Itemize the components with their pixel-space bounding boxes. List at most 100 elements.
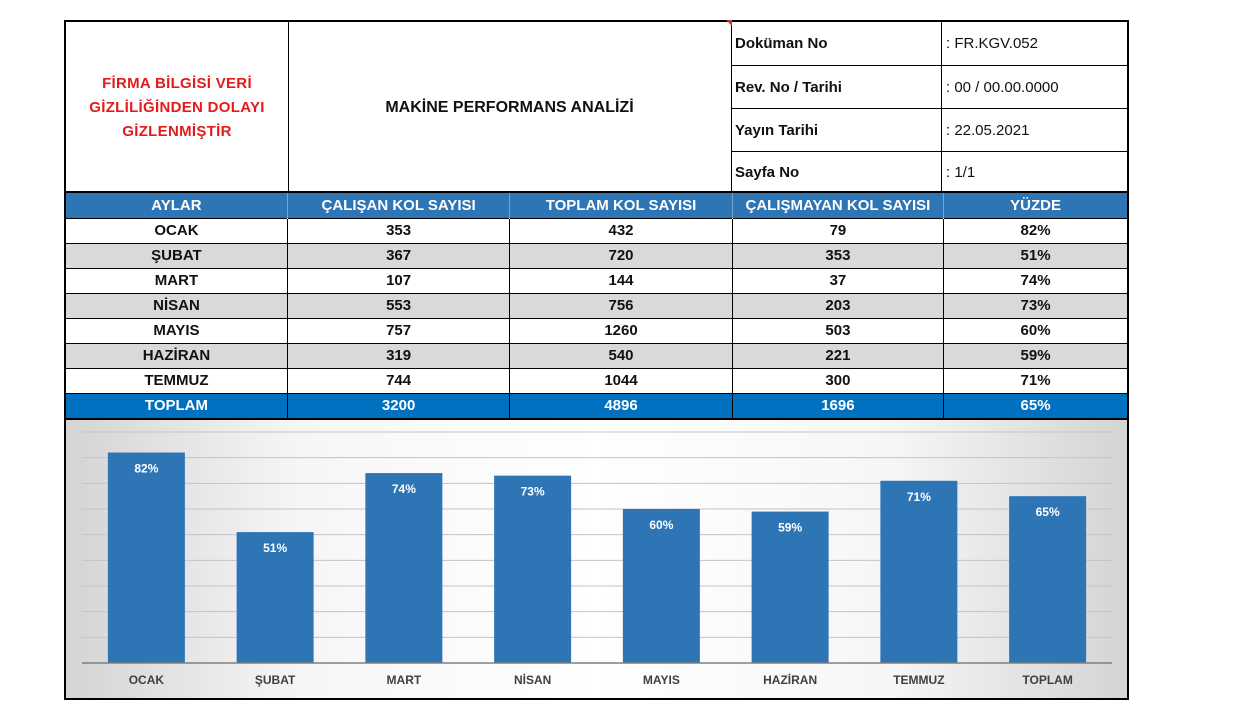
percentage-bar-chart: 82% OCAK 51% ŞUBAT 74% MART 73% NİSAN 60% MAYIS 59… xyxy=(64,418,1129,700)
x-tick-label: OCAK xyxy=(129,673,165,687)
percent-cell: 60% xyxy=(943,317,1128,343)
idle-count-cell: 353 xyxy=(732,242,945,268)
column-header: TOPLAM KOL SAYISI xyxy=(509,193,733,218)
idle-count-cell: 300 xyxy=(732,367,945,393)
table-row: MAYIS 757 1260 503 60% xyxy=(65,317,1128,343)
bar xyxy=(751,511,829,663)
total-count-cell: 1044 xyxy=(509,367,733,393)
idle-count-cell: 203 xyxy=(732,292,945,318)
percent-cell: 59% xyxy=(943,342,1128,368)
month-cell: ŞUBAT xyxy=(65,242,288,268)
percent-cell: 74% xyxy=(943,267,1128,293)
meta-row-publish-date: Yayın Tarihi : 22.05.2021 xyxy=(731,108,1127,151)
meta-key: Sayfa No xyxy=(731,152,942,193)
bar xyxy=(236,532,314,663)
total-count-cell: 432 xyxy=(509,217,733,243)
document-header: FİRMA BİLGİSİ VERİ GİZLİLİĞİNDEN DOLAYI … xyxy=(64,20,1129,193)
company-logo-area: FİRMA BİLGİSİ VERİ GİZLİLİĞİNDEN DOLAYI … xyxy=(66,22,289,193)
chart-canvas: 82% OCAK 51% ŞUBAT 74% MART 73% NİSAN 60% MAYIS 59… xyxy=(82,431,1112,687)
total-count-cell: 144 xyxy=(509,267,733,293)
total-count-cell: 540 xyxy=(509,342,733,368)
confidential-notice: FİRMA BİLGİSİ VERİ GİZLİLİĞİNDEN DOLAYI … xyxy=(77,72,277,144)
x-tick-label: MART xyxy=(387,673,422,687)
total-row: TOPLAM 3200 4896 1696 65% xyxy=(65,392,1128,418)
working-count-cell: 744 xyxy=(287,367,511,393)
data-label: 59% xyxy=(778,521,802,535)
data-label: 74% xyxy=(392,482,416,496)
meta-key: Doküman No xyxy=(731,22,942,65)
month-cell: MART xyxy=(65,267,288,293)
x-tick-label: NİSAN xyxy=(514,672,551,687)
meta-key: Rev. No / Tarihi xyxy=(731,66,942,108)
total-label-cell: TOPLAM xyxy=(65,392,288,418)
percent-cell: 51% xyxy=(943,242,1128,268)
table-row: OCAK 353 432 79 82% xyxy=(65,217,1128,243)
bar xyxy=(622,509,700,663)
meta-row-revision: Rev. No / Tarihi : 00 / 00.00.0000 xyxy=(731,65,1127,108)
meta-value: : 1/1 xyxy=(946,164,976,181)
column-header: YÜZDE xyxy=(943,193,1128,218)
x-tick-label: MAYIS xyxy=(643,673,680,687)
x-tick-label: TOPLAM xyxy=(1022,673,1072,687)
column-header: ÇALIŞMAYAN KOL SAYISI xyxy=(732,193,945,218)
working-count-cell: 757 xyxy=(287,317,511,343)
idle-count-cell: 221 xyxy=(732,342,945,368)
column-header: AYLAR xyxy=(65,193,288,218)
performance-table: AYLAR ÇALIŞAN KOL SAYISI TOPLAM KOL SAYI… xyxy=(64,193,1129,418)
document-title: MAKİNE PERFORMANS ANALİZİ xyxy=(288,22,732,193)
idle-count-cell: 503 xyxy=(732,317,945,343)
meta-value: : 00 / 00.00.0000 xyxy=(946,78,1059,96)
total-count-cell: 4896 xyxy=(509,392,733,418)
table-row: TEMMUZ 744 1044 300 71% xyxy=(65,367,1128,393)
x-tick-label: HAZİRAN xyxy=(763,672,817,687)
notice-line: GİZLENMİŞTİR xyxy=(122,122,232,140)
total-working-cell: 3200 xyxy=(287,392,511,418)
meta-value: : FR.KGV.052 xyxy=(946,35,1038,52)
table-row: HAZİRAN 319 540 221 59% xyxy=(65,342,1128,368)
data-label: 73% xyxy=(521,485,545,499)
total-count-cell: 720 xyxy=(509,242,733,268)
working-count-cell: 353 xyxy=(287,217,511,243)
data-label: 60% xyxy=(649,518,673,532)
meta-row-page-no: Sayfa No : 1/1 xyxy=(731,151,1127,193)
working-count-cell: 319 xyxy=(287,342,511,368)
data-label: 65% xyxy=(1036,505,1060,519)
percent-cell: 71% xyxy=(943,367,1128,393)
percent-cell: 82% xyxy=(943,217,1128,243)
data-label: 82% xyxy=(134,462,158,476)
month-cell: OCAK xyxy=(65,217,288,243)
idle-count-cell: 79 xyxy=(732,217,945,243)
x-tick-label: TEMMUZ xyxy=(893,673,944,687)
working-count-cell: 367 xyxy=(287,242,511,268)
meta-key: Yayın Tarihi xyxy=(731,109,942,151)
month-cell: MAYIS xyxy=(65,317,288,343)
bar xyxy=(1009,496,1087,663)
total-count-cell: 1260 xyxy=(509,317,733,343)
column-header: ÇALIŞAN KOL SAYISI xyxy=(287,193,511,218)
table-header-row: AYLAR ÇALIŞAN KOL SAYISI TOPLAM KOL SAYI… xyxy=(65,193,1128,218)
document-meta: Doküman No : FR.KGV.052 Rev. No / Tarihi… xyxy=(731,22,1127,193)
notice-line: FİRMA BİLGİSİ VERİ xyxy=(102,74,252,92)
month-cell: TEMMUZ xyxy=(65,367,288,393)
total-count-cell: 756 xyxy=(509,292,733,318)
idle-count-cell: 37 xyxy=(732,267,945,293)
data-label: 51% xyxy=(263,541,287,555)
table-row: MART 107 144 37 74% xyxy=(65,267,1128,293)
data-label: 71% xyxy=(907,490,931,504)
month-cell: NİSAN xyxy=(65,292,288,318)
bar xyxy=(107,452,185,663)
notice-line: GİZLİLİĞİNDEN DOLAYI xyxy=(89,98,265,116)
meta-row-document-no: Doküman No : FR.KGV.052 xyxy=(731,22,1127,65)
month-cell: HAZİRAN xyxy=(65,342,288,368)
total-idle-cell: 1696 xyxy=(732,392,945,418)
meta-value: : 22.05.2021 xyxy=(946,121,1030,139)
bar xyxy=(365,473,443,663)
bar xyxy=(494,475,572,663)
table-row: NİSAN 553 756 203 73% xyxy=(65,292,1128,318)
x-tick-label: ŞUBAT xyxy=(255,673,296,687)
table-row: ŞUBAT 367 720 353 51% xyxy=(65,242,1128,268)
comment-indicator xyxy=(726,20,732,26)
working-count-cell: 107 xyxy=(287,267,511,293)
total-percent-cell: 65% xyxy=(943,392,1128,418)
percent-cell: 73% xyxy=(943,292,1128,318)
